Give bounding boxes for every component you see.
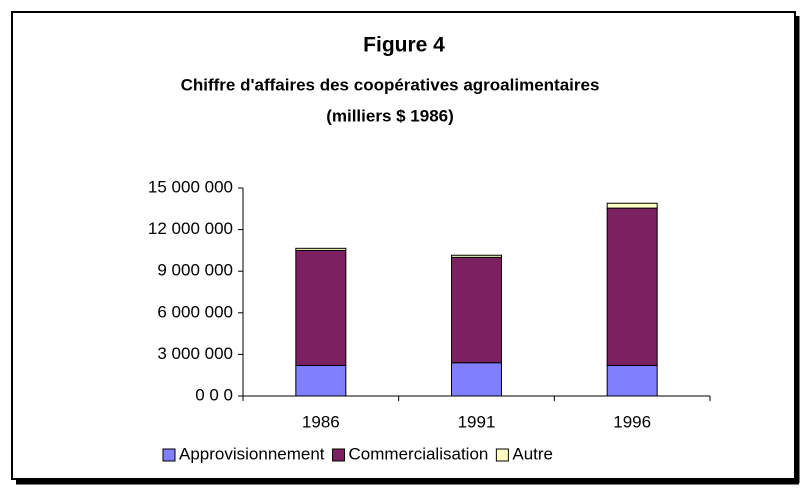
legend-swatch [495,448,509,462]
legend-label: Autre [512,444,553,463]
bar-segment [295,249,347,366]
bar-segment [606,207,658,366]
x-tick-label: 1991 [458,412,496,431]
chart-subtitle: (milliers $ 1986) [326,106,454,125]
legend-label: Commercialisation [349,444,489,463]
bar-segment [451,362,502,397]
bar-segment [295,247,347,251]
y-tick-label: 0 0 0 [195,385,233,404]
bar-segment [606,202,658,209]
legend-label: Approvisionnement [179,444,325,463]
bar-segment [451,256,502,364]
bar-segment [295,364,347,397]
y-tick-label: 9 000 000 [157,261,233,280]
y-tick-label: 3 000 000 [157,344,233,363]
x-tick-label: 1986 [302,412,340,431]
y-tick-label: 12 000 000 [148,219,233,238]
y-tick-label: 15 000 000 [148,177,233,196]
chart-title: Figure 4 [363,34,445,57]
y-tick-label: 6 000 000 [157,302,233,321]
legend-swatch [332,448,346,462]
bar-segment [451,254,502,258]
x-tick-label: 1996 [613,412,651,431]
legend-swatch [162,448,176,462]
chart-subtitle: Chiffre d'affaires des coopératives agro… [181,75,600,94]
bar-segment [606,364,658,397]
frame [11,11,796,480]
